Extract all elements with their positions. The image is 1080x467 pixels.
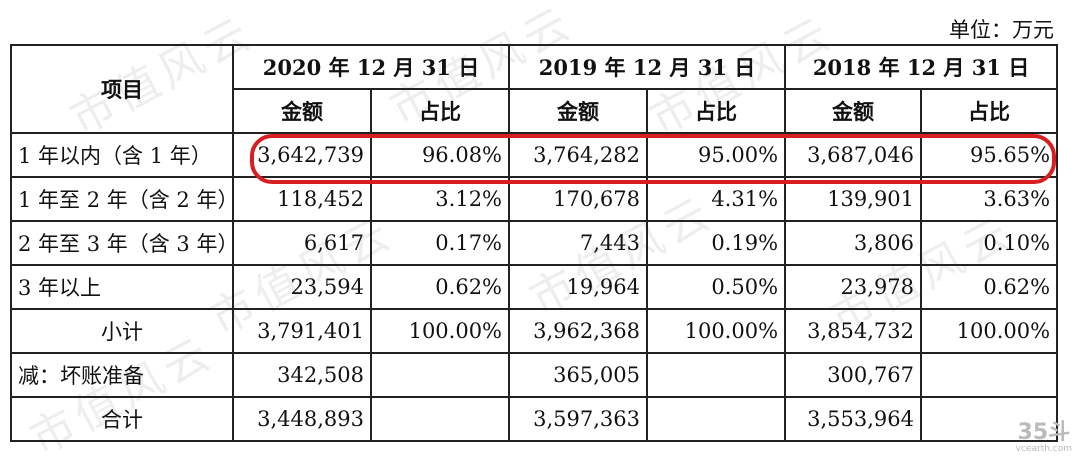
site-logo: 35斗 vcearth.com bbox=[1015, 420, 1072, 455]
amount-cell: 118,452 bbox=[232, 176, 372, 222]
ratio-cell: 100.00% bbox=[646, 308, 787, 354]
ratio-cell: 100.00% bbox=[920, 308, 1059, 354]
amount-cell: 3,806 bbox=[784, 220, 923, 266]
amount-cell: 3,448,893 bbox=[232, 396, 372, 442]
row-label: 1 年以内（含 1 年） bbox=[10, 132, 234, 178]
ratio-cell bbox=[646, 396, 787, 442]
ratio-cell bbox=[920, 352, 1059, 398]
row-label: 小计 bbox=[10, 308, 234, 354]
header-year-2020: 2020 年 12 月 31 日 bbox=[231, 44, 511, 90]
amount-cell: 23,594 bbox=[232, 264, 372, 310]
header-amount: 金额 bbox=[784, 88, 923, 134]
ratio-cell: 0.10% bbox=[920, 220, 1059, 266]
amount-cell: 3,854,732 bbox=[784, 308, 923, 354]
ratio-cell: 3.63% bbox=[920, 176, 1059, 222]
ratio-cell bbox=[920, 396, 1059, 442]
table-row: 1 年至 2 年（含 2 年） 118,452 3.12% 170,678 4.… bbox=[10, 176, 1059, 222]
total-row: 合计 3,448,893 3,597,363 3,553,964 bbox=[10, 396, 1059, 442]
subtotal-row: 小计 3,791,401 100.00% 3,962,368 100.00% 3… bbox=[10, 308, 1059, 354]
ratio-cell: 0.17% bbox=[369, 220, 511, 266]
ratio-cell bbox=[369, 396, 511, 442]
row-label: 3 年以上 bbox=[10, 264, 234, 310]
ratio-cell: 0.50% bbox=[646, 264, 787, 310]
ratio-cell: 0.62% bbox=[920, 264, 1059, 310]
row-label: 2 年至 3 年（含 3 年） bbox=[10, 220, 234, 266]
amount-cell: 3,764,282 bbox=[508, 132, 649, 178]
amount-cell: 365,005 bbox=[508, 352, 649, 398]
header-row-years: 项目 2020 年 12 月 31 日 2019 年 12 月 31 日 201… bbox=[10, 44, 1059, 134]
ratio-cell: 95.00% bbox=[646, 132, 787, 178]
row-label: 减：坏账准备 bbox=[10, 352, 234, 398]
row-label: 1 年至 2 年（含 2 年） bbox=[10, 176, 234, 222]
amount-cell: 23,978 bbox=[784, 264, 923, 310]
header-ratio: 占比 bbox=[920, 88, 1059, 134]
header-amount: 金额 bbox=[232, 88, 372, 134]
table-row: 3 年以上 23,594 0.62% 19,964 0.50% 23,978 0… bbox=[10, 264, 1059, 310]
amount-cell: 6,617 bbox=[232, 220, 372, 266]
logo-mark: 35斗 bbox=[1017, 420, 1071, 445]
header-ratio: 占比 bbox=[369, 88, 511, 134]
table-row: 2 年至 3 年（含 3 年） 6,617 0.17% 7,443 0.19% … bbox=[10, 220, 1059, 266]
logo-site: vcearth.com bbox=[1015, 444, 1072, 454]
table-row: 减：坏账准备 342,508 365,005 300,767 bbox=[10, 352, 1059, 398]
amount-cell: 139,901 bbox=[784, 176, 923, 222]
ratio-cell: 95.65% bbox=[920, 132, 1059, 178]
ratio-cell: 3.12% bbox=[369, 176, 511, 222]
header-amount: 金额 bbox=[508, 88, 649, 134]
aging-table: 项目 2020 年 12 月 31 日 2019 年 12 月 31 日 201… bbox=[10, 44, 1059, 442]
header-year-2018: 2018 年 12 月 31 日 bbox=[784, 44, 1059, 90]
ratio-cell bbox=[369, 352, 511, 398]
amount-cell: 300,767 bbox=[784, 352, 923, 398]
amount-cell: 3,553,964 bbox=[784, 396, 923, 442]
header-ratio: 占比 bbox=[646, 88, 787, 134]
ratio-cell: 0.19% bbox=[646, 220, 787, 266]
header-year-2019: 2019 年 12 月 31 日 bbox=[508, 44, 787, 90]
amount-cell: 3,687,046 bbox=[784, 132, 923, 178]
amount-cell: 3,962,368 bbox=[508, 308, 649, 354]
amount-cell: 3,642,739 bbox=[232, 132, 372, 178]
ratio-cell: 4.31% bbox=[646, 176, 787, 222]
unit-label: 单位：万元 bbox=[949, 18, 1054, 42]
amount-cell: 3,791,401 bbox=[232, 308, 372, 354]
ratio-cell: 0.62% bbox=[369, 264, 511, 310]
amount-cell: 3,597,363 bbox=[508, 396, 649, 442]
ratio-cell: 96.08% bbox=[369, 132, 511, 178]
row-label: 合计 bbox=[10, 396, 234, 442]
header-row-metrics: 金额 占比 金额 占比 金额 占比 bbox=[11, 88, 1059, 134]
amount-cell: 19,964 bbox=[508, 264, 649, 310]
ratio-cell bbox=[646, 352, 787, 398]
header-item: 项目 bbox=[10, 44, 234, 134]
amount-cell: 342,508 bbox=[232, 352, 372, 398]
amount-cell: 7,443 bbox=[508, 220, 649, 266]
amount-cell: 170,678 bbox=[508, 176, 649, 222]
ratio-cell: 100.00% bbox=[369, 308, 511, 354]
table-row: 1 年以内（含 1 年） 3,642,739 96.08% 3,764,282 … bbox=[10, 132, 1059, 178]
